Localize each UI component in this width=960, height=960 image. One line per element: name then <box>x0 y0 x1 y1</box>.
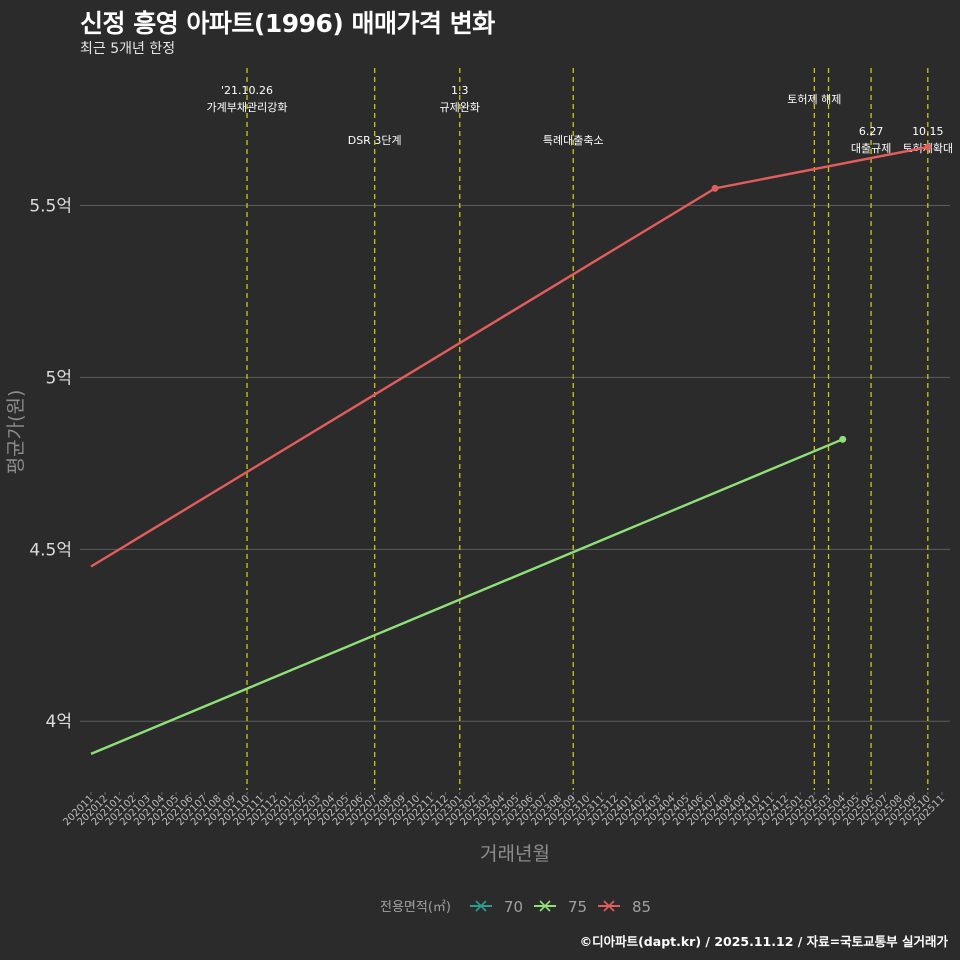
legend-label: 70 <box>504 898 523 916</box>
legend-label: 85 <box>632 898 651 916</box>
series-line-85 <box>90 145 929 568</box>
event-label: DSR 3단계 <box>348 134 402 147</box>
data-point-85 <box>711 184 719 192</box>
series-line-75 <box>90 438 844 756</box>
legend-label: 75 <box>568 898 587 916</box>
event-label: 6.27 <box>859 125 884 138</box>
event-label: 규제완화 <box>440 101 480 114</box>
chart-subtitle: 최근 5개년 한정 <box>80 41 176 57</box>
legend-key-cross <box>539 900 551 912</box>
chart-title: 신정 흥영 아파트(1996) 매매가격 변화 <box>80 9 495 38</box>
data-point-75 <box>839 435 847 443</box>
source-credit: ©디아파트(dapt.kr) / 2025.11.12 / 자료=국토교통부 실… <box>579 934 948 949</box>
y-tick-label: 5.5억 <box>29 197 72 217</box>
event-label: 가계부채관리강화 <box>207 101 288 114</box>
event-label: 대출규제 <box>851 142 891 155</box>
event-label: 특례대출축소 <box>543 134 604 147</box>
x-axis-title: 거래년월 <box>480 843 550 865</box>
legend-key-cross <box>603 900 615 912</box>
x-axis-ticks: 2020112020122021012021022021032021042021… <box>61 792 947 828</box>
y-tick-label: 5억 <box>46 368 72 388</box>
y-tick-label: 4.5억 <box>29 540 72 560</box>
series-lines <box>90 143 932 756</box>
legend-key-cross <box>475 900 487 912</box>
legend-title: 전용면적(㎡) <box>380 900 451 915</box>
grid-lines <box>80 205 950 722</box>
y-axis-title: 평균가(원) <box>5 390 27 475</box>
event-label: 10.15 <box>912 125 944 138</box>
event-label: 토허제 해제 <box>787 92 841 106</box>
y-axis-ticks: 4억 4.5억 5억 5.5억 <box>29 197 72 733</box>
y-tick-label: 4억 <box>46 712 72 732</box>
data-point-85 <box>924 143 932 151</box>
legend: 전용면적(㎡) 70 75 85 <box>380 898 651 916</box>
event-label: '21.10.26 <box>221 84 273 97</box>
event-label: 1.3 <box>451 84 469 97</box>
